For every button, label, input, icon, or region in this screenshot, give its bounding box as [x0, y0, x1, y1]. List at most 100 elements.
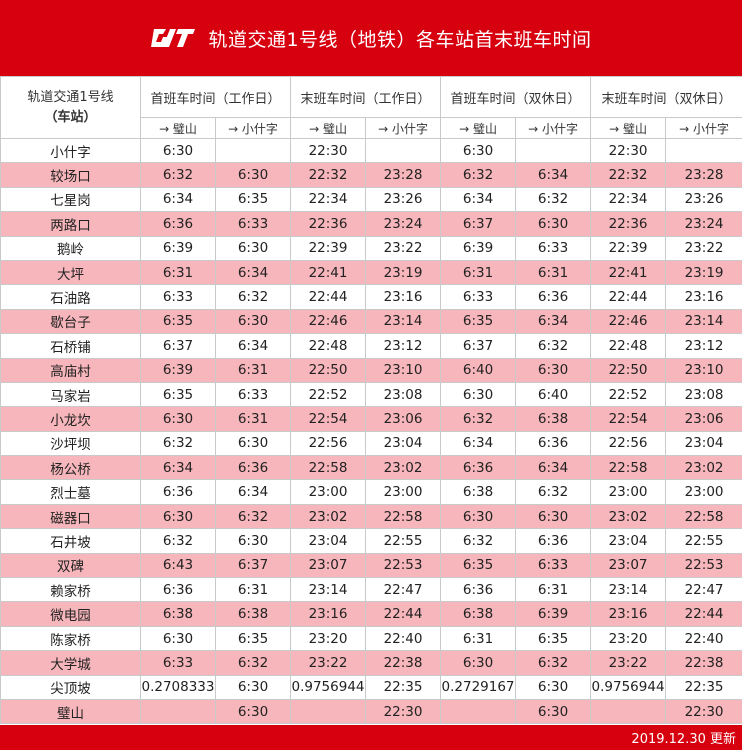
time-cell: 23:08 [665, 381, 742, 408]
time-cell: 6:30 [214, 674, 292, 700]
direction-header-xiaoshizi: → 小什字 [515, 117, 592, 139]
time-cell: 22:56 [590, 430, 667, 457]
time-cell: 22:58 [290, 455, 367, 481]
time-cell: 23:10 [365, 357, 442, 383]
time-cell: 22:32 [590, 162, 667, 188]
time-cell: 22:35 [665, 674, 742, 700]
time-cell: 6:33 [140, 284, 216, 310]
time-cell: 22:35 [365, 674, 442, 700]
station-name-cell: 石桥铺 [0, 333, 141, 359]
time-cell: 6:36 [515, 284, 592, 310]
time-cell [290, 698, 367, 725]
station-name-cell: 杨公桥 [0, 455, 141, 481]
table-row: 陈家桥 6:30 6:35 23:20 22:40 6:31 6:35 23:20 22:40 [0, 625, 742, 652]
time-cell: 22:56 [290, 430, 367, 457]
time-cell: 6:32 [214, 503, 292, 530]
station-name-cell: 歇台子 [0, 308, 141, 335]
time-cell: 23:04 [290, 528, 367, 554]
time-cell: 6:39 [515, 601, 592, 627]
time-cell: 6:30 [140, 406, 216, 432]
time-cell: 6:35 [440, 308, 517, 335]
time-cell: 6:35 [214, 186, 292, 213]
station-name-cell: 七星岗 [0, 186, 141, 213]
time-cell: 6:32 [515, 650, 592, 676]
time-cell: 6:38 [440, 479, 517, 505]
time-cell: 6:34 [515, 308, 592, 335]
time-cell: 22:58 [665, 503, 742, 530]
station-name-cell: 两路口 [0, 211, 141, 237]
time-cell: 6:30 [440, 381, 517, 408]
table-row: 两路口 6:36 6:33 22:36 23:24 6:37 6:30 22:36 23:24 [0, 211, 742, 237]
time-cell: 6:34 [214, 333, 292, 359]
time-cell: 23:20 [590, 625, 667, 652]
time-cell: 6:30 [214, 528, 292, 554]
time-cell: 23:16 [365, 284, 442, 310]
time-cell: 23:02 [590, 503, 667, 530]
time-cell: 23:14 [665, 308, 742, 335]
time-cell: 22:58 [365, 503, 442, 530]
time-cell: 6:30 [515, 211, 592, 237]
time-cell: 23:06 [665, 406, 742, 432]
direction-header-bishan: → 璧山 [140, 117, 216, 139]
time-cell: 6:33 [214, 211, 292, 237]
station-name-cell: 小什字 [0, 137, 141, 164]
table-row: 七星岗 6:34 6:35 22:34 23:26 6:34 6:32 22:34 23:26 [0, 186, 742, 213]
table-row: 杨公桥 6:34 6:36 22:58 23:02 6:36 6:34 22:58 23:02 [0, 455, 742, 481]
table-row: 大坪 6:31 6:34 22:41 23:19 6:31 6:31 22:41 23:19 [0, 259, 742, 286]
station-name-cell: 陈家桥 [0, 625, 141, 652]
metro-logo-icon [151, 29, 196, 47]
time-cell: 6:32 [440, 162, 517, 188]
time-cell: 6:40 [515, 381, 592, 408]
table-row: 石桥铺 6:37 6:34 22:48 23:12 6:37 6:32 22:48 23:12 [0, 333, 742, 359]
time-cell: 6:39 [440, 235, 517, 261]
time-cell: 6:30 [440, 503, 517, 530]
time-cell: 6:34 [140, 455, 216, 481]
time-cell: 23:22 [365, 235, 442, 261]
time-cell: 6:33 [214, 381, 292, 408]
table-row: 石油路 6:33 6:32 22:44 23:16 6:33 6:36 22:44 23:16 [0, 284, 742, 310]
table-row: 尖顶坡 0.2708333 6:30 0.9756944 22:35 0.2729167 6… [0, 674, 742, 700]
station-name-cell: 小龙坎 [0, 406, 141, 432]
station-name-cell: 高庙村 [0, 357, 141, 383]
time-cell: 6:43 [140, 552, 216, 579]
table-row: 磁器口 6:30 6:32 23:02 22:58 6:30 6:30 23:02 22:58 [0, 503, 742, 530]
time-cell: 23:04 [665, 430, 742, 457]
time-cell: 6:32 [214, 650, 292, 676]
time-cell: 23:12 [665, 333, 742, 359]
time-cell: 6:33 [515, 235, 592, 261]
time-cell: 22:38 [365, 650, 442, 676]
direction-header-xiaoshizi: → 小什字 [365, 117, 442, 139]
time-cell: 6:40 [440, 357, 517, 383]
time-cell: 23:10 [665, 357, 742, 383]
time-cell: 23:19 [665, 259, 742, 286]
time-cell: 6:30 [214, 235, 292, 261]
time-cell: 6:31 [440, 259, 517, 286]
time-cell: 23:14 [590, 577, 667, 603]
time-cell: 6:33 [515, 552, 592, 579]
time-cell: 6:34 [515, 162, 592, 188]
time-cell: 23:06 [365, 406, 442, 432]
time-cell: 6:30 [440, 137, 517, 164]
time-cell: 6:38 [515, 406, 592, 432]
time-cell: 22:38 [665, 650, 742, 676]
time-cell: 6:37 [140, 333, 216, 359]
station-name-cell: 烈士墓 [0, 479, 141, 505]
time-cell [440, 698, 517, 725]
direction-header-xiaoshizi: → 小什字 [214, 117, 292, 139]
time-cell: 6:31 [140, 259, 216, 286]
time-cell: 23:07 [290, 552, 367, 579]
time-cell: 6:30 [214, 162, 292, 188]
station-column-header: 轨道交通1号线 （车站） [0, 76, 141, 139]
time-cell: 23:24 [365, 211, 442, 237]
table-row: 大学城 6:33 6:32 23:22 22:38 6:30 6:32 23:22 22:38 [0, 650, 742, 676]
group-header-weekday-last: 末班车时间（工作日） [290, 76, 442, 118]
time-cell: 23:07 [590, 552, 667, 579]
table-row: 璧山 6:30 22:30 6:30 22:30 [0, 698, 742, 725]
table-row: 双碑 6:43 6:37 23:07 22:53 6:35 6:33 23:07 22:53 [0, 552, 742, 579]
table-row: 赖家桥 6:36 6:31 23:14 22:47 6:36 6:31 23:14 22:47 [0, 577, 742, 603]
time-cell: 6:30 [440, 650, 517, 676]
direction-header-bishan: → 璧山 [590, 117, 667, 139]
time-cell: 6:39 [140, 357, 216, 383]
time-cell: 23:22 [590, 650, 667, 676]
time-cell: 6:36 [140, 577, 216, 603]
